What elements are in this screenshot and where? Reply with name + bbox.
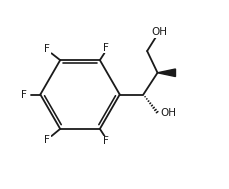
Polygon shape <box>157 69 175 77</box>
Text: F: F <box>103 136 108 146</box>
Text: OH: OH <box>151 27 167 37</box>
Text: F: F <box>21 90 27 99</box>
Text: F: F <box>44 44 50 54</box>
Text: F: F <box>103 43 108 53</box>
Text: OH: OH <box>160 108 176 118</box>
Text: F: F <box>44 135 50 145</box>
